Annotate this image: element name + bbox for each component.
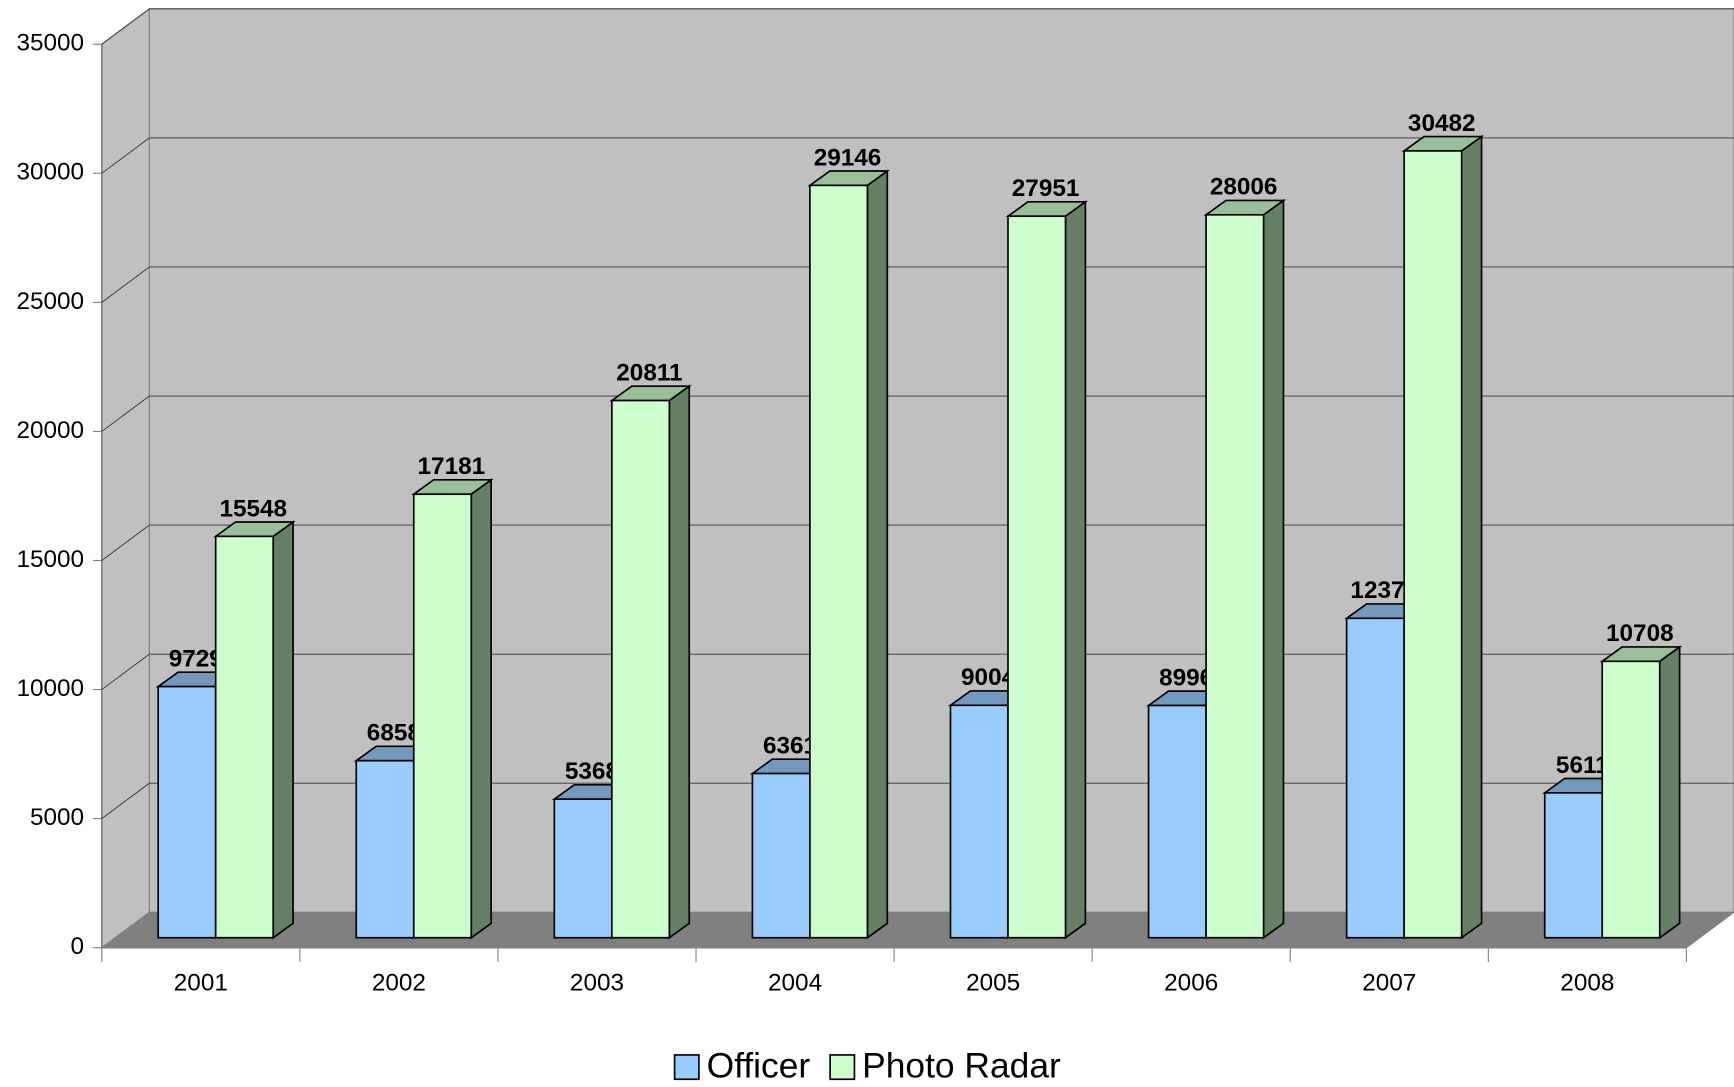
bar: [355, 759, 415, 939]
x-tick-label: 2005: [966, 970, 1020, 997]
y-tick-label: 0: [71, 933, 85, 960]
legend-label: Photo Radar: [862, 1047, 1061, 1086]
y-tick-label: 10000: [16, 675, 84, 702]
value-label: 15548: [219, 495, 287, 522]
x-tick-label: 2002: [372, 970, 426, 997]
value-label: 20811: [616, 359, 682, 386]
value-label: 5611: [1556, 752, 1609, 779]
grid-line: [101, 137, 150, 174]
bar-side: [668, 384, 691, 940]
bar-side: [1460, 134, 1483, 940]
bar-side: [866, 169, 889, 940]
x-tick-label: 2003: [570, 970, 624, 997]
y-tick-label: 20000: [16, 417, 84, 444]
value-label: 28006: [1210, 174, 1278, 201]
value-label: 17181: [418, 453, 486, 480]
legend-swatch: [829, 1054, 856, 1081]
grid-line: [101, 8, 150, 45]
x-tick-label: 2006: [1164, 970, 1218, 997]
bar: [553, 798, 613, 939]
y-tick-label: 35000: [16, 30, 84, 57]
x-tick-label: 2008: [1560, 970, 1614, 997]
x-tick-label: 2007: [1362, 970, 1416, 997]
bar: [1147, 704, 1207, 939]
x-tick-label: 2004: [768, 970, 822, 997]
bar: [949, 704, 1009, 939]
legend-label: Officer: [707, 1047, 811, 1086]
value-label: 5368: [565, 758, 619, 785]
bar: [751, 772, 811, 939]
bar: [611, 399, 671, 939]
grid-line: [101, 395, 150, 432]
floor: [100, 911, 1734, 949]
y-tick-label: 30000: [16, 159, 84, 186]
bar: [1345, 617, 1405, 939]
bar: [157, 685, 217, 939]
value-label: 30482: [1408, 110, 1476, 137]
y-tick-label: 5000: [30, 804, 84, 831]
value-label: 27951: [1012, 175, 1080, 202]
bar-side: [1064, 200, 1087, 940]
value-label: 9729: [169, 645, 223, 672]
grid-line: [101, 782, 150, 819]
value-label: 6858: [367, 720, 421, 747]
bar: [1205, 213, 1265, 939]
value-label: 10708: [1606, 620, 1674, 647]
y-tick-label: 15000: [16, 546, 84, 573]
value-label: 9004: [961, 664, 1016, 691]
bar: [1601, 660, 1661, 939]
bar: [809, 184, 869, 939]
legend-swatch: [673, 1054, 700, 1081]
bar: [1543, 792, 1604, 939]
grid-line: [101, 266, 150, 303]
bar-side: [1262, 198, 1285, 940]
side-wall: [101, 7, 150, 949]
bar: [214, 535, 275, 939]
value-label: 6361: [763, 732, 817, 759]
grid-line: [101, 524, 150, 561]
value-label: 8996: [1159, 664, 1213, 691]
grid-line: [101, 653, 150, 690]
bar-side: [1658, 645, 1681, 940]
y-tick-label: 25000: [16, 288, 84, 315]
x-tick-label: 2001: [174, 970, 228, 997]
bar: [412, 493, 473, 939]
value-label: 29146: [814, 144, 882, 171]
bar-side: [470, 478, 492, 940]
bar: [1403, 150, 1463, 939]
bar: [1007, 215, 1067, 939]
bar-side: [272, 520, 294, 940]
